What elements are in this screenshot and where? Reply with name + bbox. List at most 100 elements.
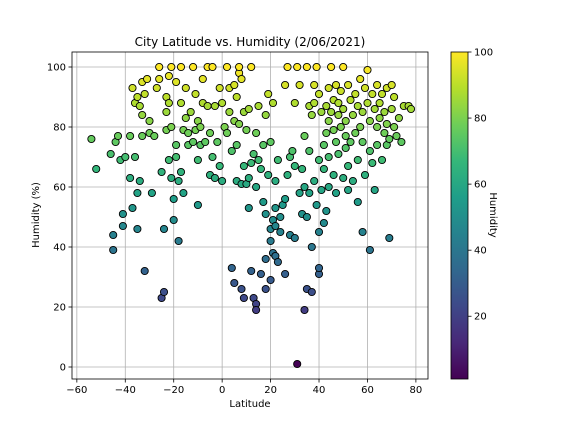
city-point (133, 92, 142, 102)
city-point (271, 221, 280, 231)
city-point (290, 233, 299, 243)
city-point (164, 98, 173, 108)
city-point (331, 188, 341, 198)
city-point (106, 149, 115, 159)
city-point (283, 62, 292, 72)
city-point (385, 233, 394, 243)
city-point (310, 80, 319, 90)
city-point (235, 62, 244, 72)
city-point (329, 170, 338, 180)
city-point (133, 224, 142, 234)
city-point (155, 62, 164, 72)
city-point (218, 98, 227, 108)
city-point (261, 284, 270, 294)
x-tick-label: −60 (66, 385, 87, 396)
city-point (261, 254, 270, 264)
city-point (143, 74, 152, 84)
city-point (346, 137, 355, 147)
city-point (266, 137, 275, 147)
city-point (266, 236, 275, 246)
city-point (387, 104, 396, 114)
city-point (247, 266, 256, 276)
city-point (344, 80, 353, 90)
city-point (193, 155, 202, 165)
city-point (133, 188, 142, 198)
city-point (373, 80, 382, 90)
city-point (92, 164, 101, 174)
city-point (256, 269, 265, 279)
city-point (314, 263, 324, 273)
city-point (198, 74, 207, 84)
city-point (138, 131, 147, 141)
city-point (159, 224, 169, 234)
y-tick-label: 20 (53, 303, 66, 314)
city-point (317, 185, 326, 195)
city-point (324, 182, 333, 192)
city-point (259, 197, 268, 207)
colorbar-tick-label: 20 (474, 312, 487, 323)
city-point (310, 176, 319, 186)
y-tick-label: 60 (53, 183, 66, 194)
city-point (244, 104, 253, 114)
city-point (271, 176, 280, 186)
scatter-points (87, 62, 416, 369)
x-tick-label: 80 (410, 385, 423, 396)
city-point (385, 134, 394, 144)
city-point (210, 173, 219, 183)
city-point (222, 62, 232, 72)
city-point (314, 227, 324, 237)
city-point (164, 155, 173, 165)
city-point (351, 89, 360, 99)
y-tick-label: 80 (53, 123, 66, 134)
city-point (264, 170, 273, 180)
city-point (208, 152, 217, 162)
city-point (140, 266, 149, 276)
city-point (261, 209, 270, 219)
city-point (174, 236, 183, 246)
city-point (121, 152, 130, 162)
city-point (341, 116, 350, 126)
city-point (322, 101, 331, 111)
city-point (358, 107, 367, 117)
city-point (300, 305, 309, 315)
plot-area-frame (71, 51, 429, 380)
city-point (276, 227, 285, 237)
colorbar (450, 51, 469, 380)
city-point (172, 77, 181, 87)
city-point (189, 62, 198, 72)
city-point (281, 269, 290, 279)
city-point (239, 293, 248, 303)
city-point (109, 230, 118, 240)
city-point (341, 143, 350, 153)
city-point (242, 125, 251, 135)
x-tick-label: 20 (264, 385, 277, 396)
city-point (249, 149, 258, 159)
y-axis-ticks: 0 20 40 60 80 100 (47, 63, 72, 374)
city-point (150, 131, 159, 141)
city-point (356, 122, 365, 132)
city-point (140, 89, 149, 99)
colorbar-tick-label: 80 (474, 114, 487, 125)
city-point (317, 107, 326, 117)
city-point (375, 113, 384, 123)
city-point (130, 152, 140, 162)
x-tick-label: 40 (313, 385, 326, 396)
city-point (348, 110, 357, 120)
city-point (281, 194, 290, 204)
city-point (186, 107, 195, 117)
city-point (239, 161, 248, 171)
city-point (339, 104, 348, 114)
city-point (227, 146, 236, 156)
city-point (312, 200, 321, 210)
city-point (181, 83, 190, 93)
city-point (302, 62, 311, 72)
city-point (360, 170, 370, 180)
city-point (334, 110, 343, 120)
city-point (324, 152, 333, 162)
city-point (319, 164, 328, 174)
city-point (237, 284, 246, 294)
city-point (176, 62, 186, 72)
city-point (290, 161, 299, 171)
city-point (152, 83, 161, 93)
